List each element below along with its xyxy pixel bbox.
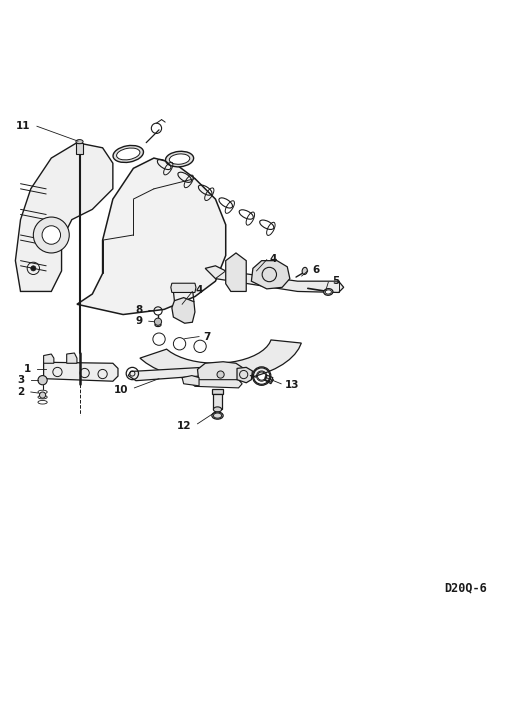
Polygon shape <box>171 283 196 292</box>
Text: 1: 1 <box>24 364 31 374</box>
Circle shape <box>40 392 46 398</box>
Polygon shape <box>237 367 252 383</box>
Polygon shape <box>172 298 195 323</box>
Polygon shape <box>265 376 273 384</box>
Text: 5: 5 <box>332 276 340 286</box>
Ellipse shape <box>116 148 140 160</box>
Polygon shape <box>265 375 273 382</box>
Ellipse shape <box>302 268 307 275</box>
Polygon shape <box>251 261 290 289</box>
Text: 7: 7 <box>203 332 210 342</box>
Polygon shape <box>191 380 242 388</box>
Ellipse shape <box>213 407 222 412</box>
Ellipse shape <box>169 154 190 164</box>
Text: 8: 8 <box>135 306 143 316</box>
Text: 12: 12 <box>176 421 191 431</box>
Polygon shape <box>140 340 301 381</box>
Circle shape <box>31 265 36 271</box>
Circle shape <box>33 217 69 253</box>
Bar <box>76 143 83 154</box>
Polygon shape <box>198 361 244 386</box>
Text: D20Q-6: D20Q-6 <box>445 581 487 594</box>
Text: 4: 4 <box>196 285 203 295</box>
Circle shape <box>38 376 47 385</box>
Bar <box>213 394 222 409</box>
Circle shape <box>217 371 224 378</box>
Polygon shape <box>182 376 199 386</box>
Text: 10: 10 <box>114 385 128 395</box>
Text: 11: 11 <box>16 121 31 131</box>
Ellipse shape <box>325 290 331 294</box>
Ellipse shape <box>113 145 144 162</box>
Polygon shape <box>128 366 223 381</box>
Ellipse shape <box>166 151 193 167</box>
Bar <box>212 389 223 394</box>
Polygon shape <box>15 143 113 292</box>
Circle shape <box>154 318 162 325</box>
Text: 3: 3 <box>17 375 25 385</box>
Text: 2: 2 <box>17 387 25 397</box>
Ellipse shape <box>155 323 161 327</box>
Polygon shape <box>226 253 246 292</box>
Ellipse shape <box>212 412 223 419</box>
Ellipse shape <box>76 140 83 144</box>
Polygon shape <box>205 265 344 292</box>
Text: 4: 4 <box>270 253 277 263</box>
Polygon shape <box>44 354 54 364</box>
Text: 6: 6 <box>312 265 319 275</box>
Text: 9: 9 <box>135 316 143 326</box>
Polygon shape <box>77 158 226 315</box>
Ellipse shape <box>324 289 333 295</box>
Text: 13: 13 <box>285 380 300 390</box>
Polygon shape <box>44 362 118 381</box>
Circle shape <box>42 226 61 244</box>
Polygon shape <box>67 353 77 364</box>
